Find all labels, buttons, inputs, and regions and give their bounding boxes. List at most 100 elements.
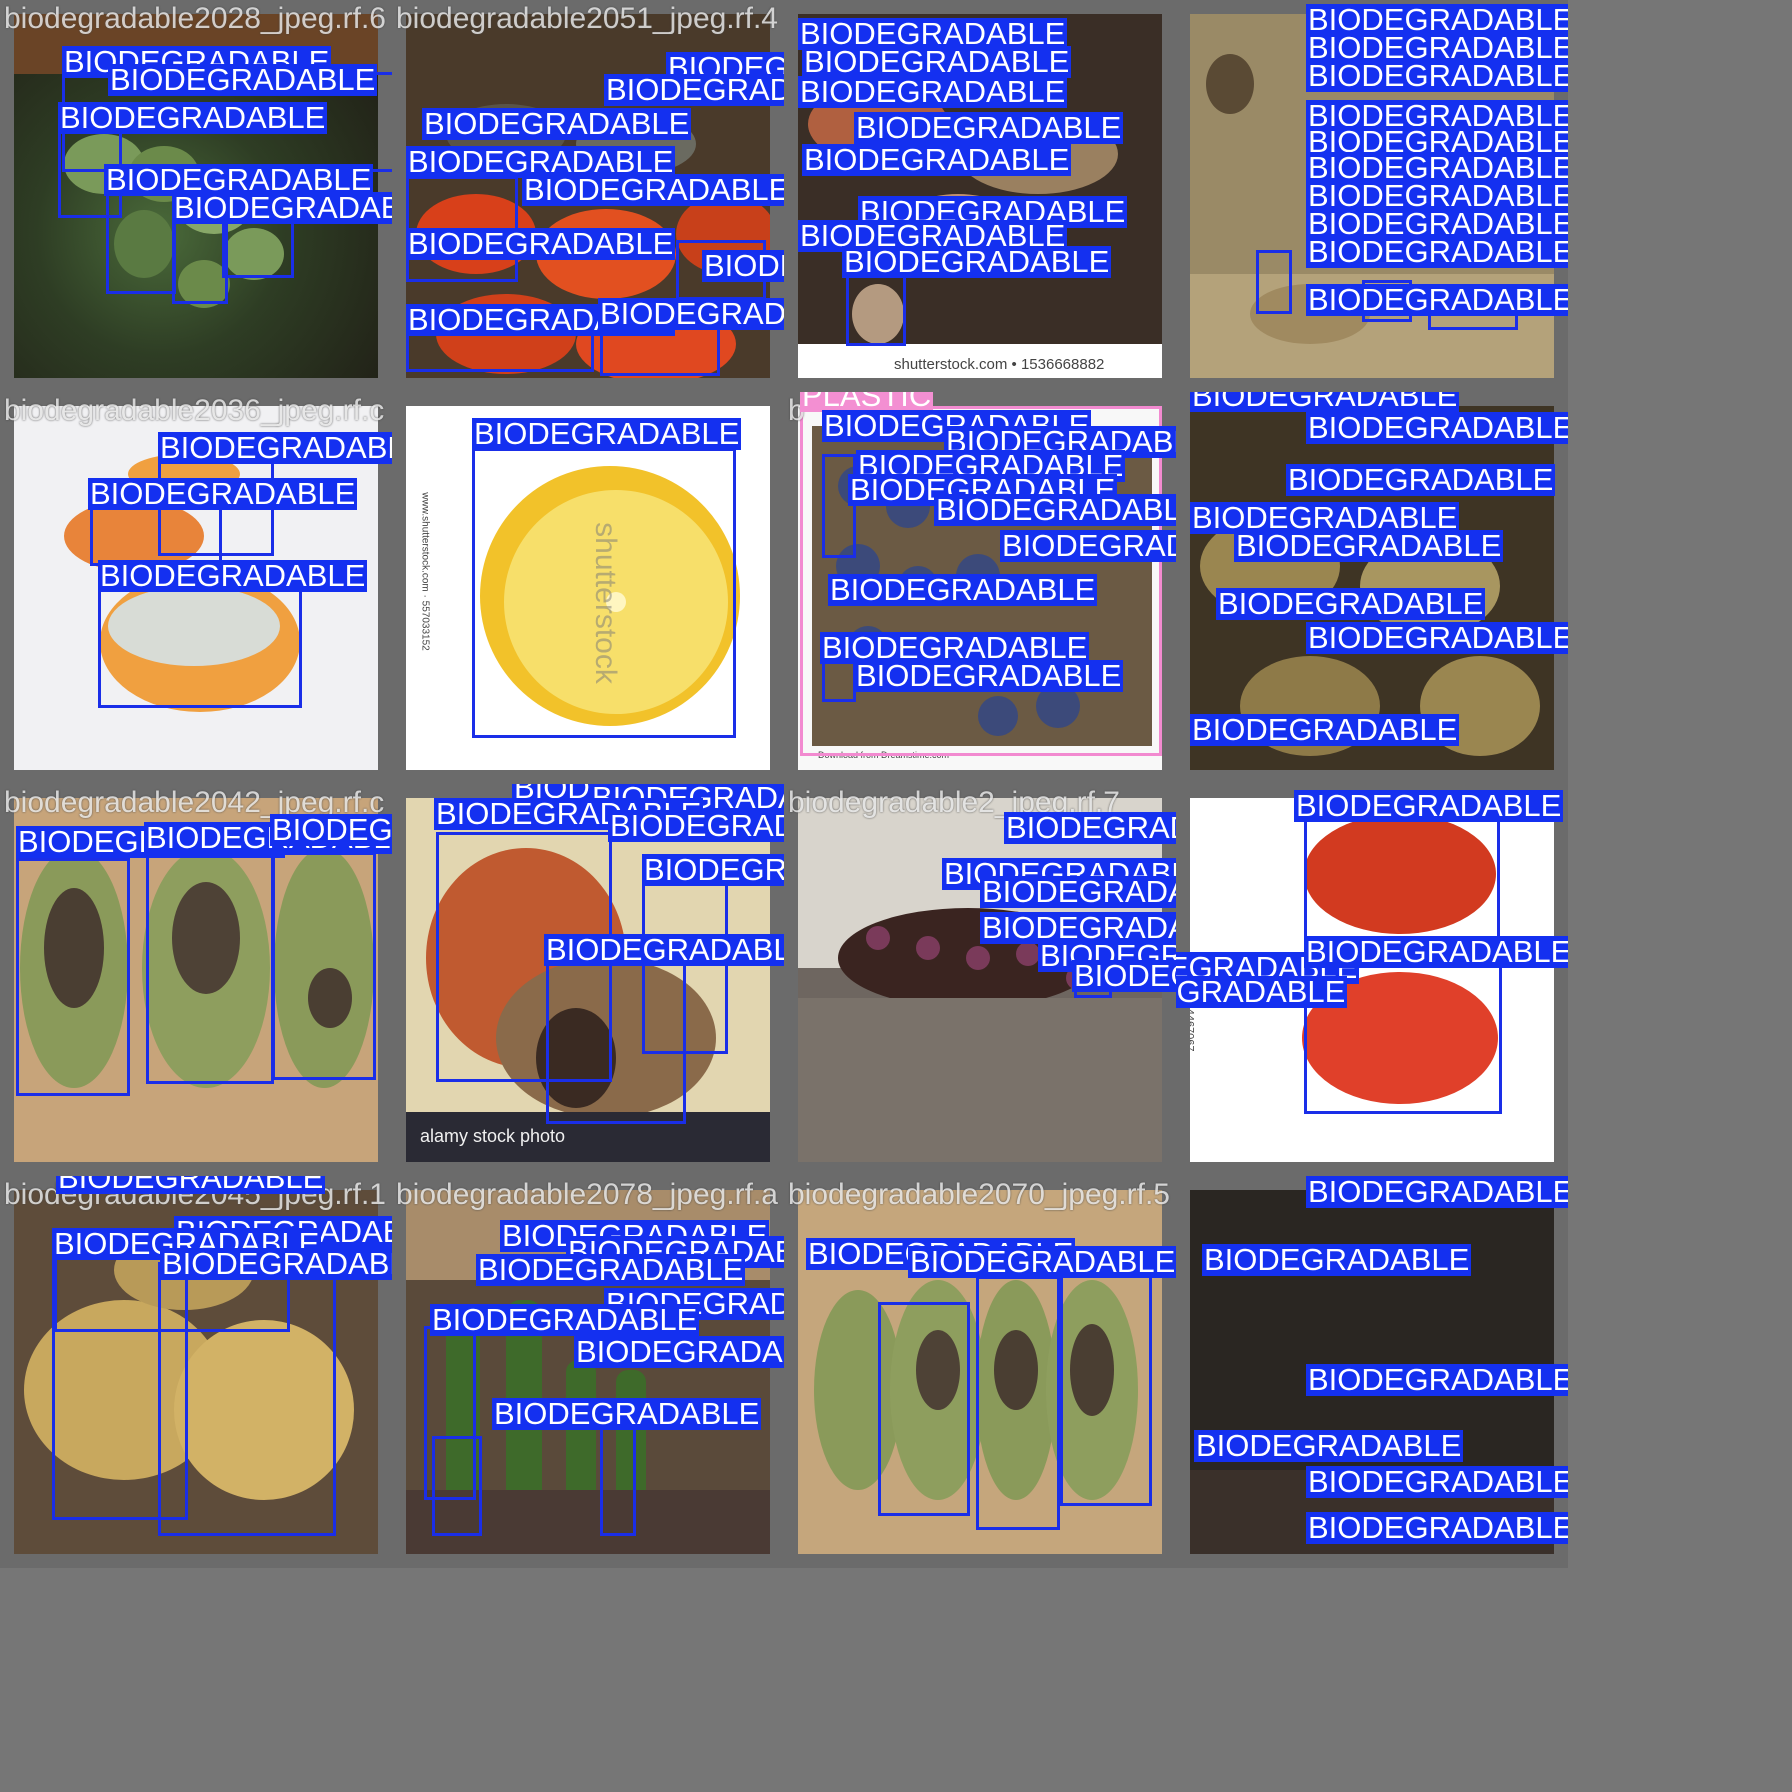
tile-6[interactable]: Download from Dreamstime.com b PLASTIC B… <box>784 392 1176 784</box>
bbox <box>172 220 228 304</box>
tile-title: biodegradable2070_jpeg.rf.5 <box>788 1178 1170 1211</box>
detection-label: BIODEGRADABLE <box>1306 152 1568 184</box>
detection-label: BIODEGRADABLE <box>1216 586 1486 621</box>
detection-label: BIODEGRADABLE <box>608 810 784 842</box>
tile-7[interactable]: BIODEGRADABLE BIODEGRADABLE BIODEGRADABL… <box>1176 392 1568 784</box>
tile-15[interactable]: BIODEGRADABLE BIODEGRADABLE BIODEGRADABL… <box>1176 1176 1568 1568</box>
detection-label: BIODEGRADABLE <box>802 142 1072 177</box>
detection-label: BIODEGRADABLE <box>160 1248 392 1280</box>
bbox <box>98 588 302 708</box>
detection-label: BIODEGRADABLE <box>854 110 1124 145</box>
detection-label: BIODEGRADABLE <box>1306 284 1568 316</box>
tile-0[interactable]: biodegradable2028_jpeg.rf.6 BIODEGRADABL… <box>0 0 392 392</box>
tile-9[interactable]: alamy stock photo BIODEGRADABLE BIODEGRA… <box>392 784 784 1176</box>
detection-label: BIODEGRADABLE <box>472 416 742 451</box>
tile-title: biodegradable2036_jpeg.rf.c <box>4 394 385 427</box>
tile-4[interactable]: biodegradable2036_jpeg.rf.c BIODEGRADABL… <box>0 392 392 784</box>
bbox <box>822 454 856 558</box>
detection-label: BIODEGRADABLE <box>854 658 1124 693</box>
tile-13[interactable]: biodegradable2078_jpeg.rf.a BIODEGRADABL… <box>392 1176 784 1568</box>
bbox-plastic <box>800 406 1162 756</box>
tile-photo: 544467067 <box>1190 798 1554 1162</box>
tile-2[interactable]: shutterstock.com • 1536668882 BIODEGRADA… <box>784 0 1176 392</box>
tile-12[interactable]: biodegradable2045_jpeg.rf.1 BIODEGRADABL… <box>0 1176 392 1568</box>
detection-label: BIODEGRADABLE <box>1306 208 1568 240</box>
avocados-image <box>20 848 374 1088</box>
tile-5[interactable]: shutterstock www.shutterstock.com · 5570… <box>392 392 784 784</box>
bbox <box>472 448 736 738</box>
detection-label: BIODEGRADABLE <box>56 1176 326 1194</box>
detection-label: BIODEGRADABLE <box>642 854 784 886</box>
bbox <box>272 852 376 1080</box>
detection-label: BIODEGRADABLE <box>574 1336 784 1368</box>
detection-label: BIODEGRADABLE <box>798 16 1068 51</box>
detection-label: BIODEGRADABLE <box>980 912 1176 944</box>
tile-title: biodegradable2042_jpeg.rf.c <box>4 786 385 819</box>
detection-label: BIODEGRADABLE <box>1306 1466 1568 1498</box>
detection-label: BIODEGRADABLE <box>1306 1512 1568 1544</box>
detection-label: BIODEGRADABLE <box>422 106 692 141</box>
tile-title: biodegradable2078_jpeg.rf.a <box>396 1178 778 1211</box>
bbox <box>846 270 906 346</box>
bbox <box>432 1436 482 1536</box>
bbox <box>90 506 222 566</box>
watermark: shutterstock.com • 1536668882 <box>894 356 1105 373</box>
detection-label: BIODEGRADABLE <box>1306 1176 1568 1208</box>
bbox <box>878 1302 970 1516</box>
detection-label: BIODEGRADABLE <box>598 298 784 330</box>
detection-label: BIODEGRADABLE <box>604 74 784 106</box>
detection-label: BIODEGRADABLE <box>1194 1428 1464 1463</box>
bbox <box>106 190 176 294</box>
detection-label: BIODEGRADABLE <box>172 192 392 224</box>
detection-label: BIODEGRADABLE <box>1004 812 1176 844</box>
detection-label: BIODEGRADABLE <box>406 226 676 261</box>
detection-label: BIODEGRADABLE <box>1190 712 1460 747</box>
detection-label: BIODEGRADABLE <box>1190 500 1460 535</box>
detection-label: BIODEGRADABLE <box>158 432 392 464</box>
tomatoes-white-image <box>1302 814 1498 1104</box>
detection-label: BIODEGRADABLE <box>980 876 1176 908</box>
detection-label: BIODEGRADABLE <box>702 250 784 282</box>
detection-label: BIODEGRADABLE <box>820 630 1090 665</box>
detection-label: BIODEGRADABLE <box>88 476 358 511</box>
detection-label: BIODEGRADABLE <box>406 144 676 179</box>
detection-label: BIODEGRADABLE <box>108 62 378 97</box>
detection-label: BIODEGRADABLE <box>58 100 328 135</box>
lemon-image <box>480 466 740 726</box>
tile-10[interactable]: biodegradable2_jpeg.rf.7 BIODEGRADABLE B… <box>784 784 1176 1176</box>
tile-photo <box>14 798 378 1162</box>
detection-label: BIODEGRADABLE <box>270 814 392 846</box>
detection-label: BIODEGRADABLE <box>1306 236 1568 268</box>
detection-label: BIODEGRADABLE <box>1304 936 1568 968</box>
detection-label: BIODEGRADABLE <box>1306 412 1568 444</box>
tile-14[interactable]: biodegradable2070_jpeg.rf.5 BIODEGRADABL… <box>784 1176 1176 1568</box>
watermark: alamy stock photo <box>420 1126 566 1146</box>
detection-label: BIODEGRADABLE <box>476 1252 746 1287</box>
bbox <box>16 858 130 1096</box>
detection-label: BIODEGRADABLE <box>1176 976 1348 1008</box>
detection-label: BIODEGRADABLE <box>1306 32 1568 64</box>
tile-8[interactable]: biodegradable2042_jpeg.rf.c BIODEGRADABL… <box>0 784 392 1176</box>
bbox <box>146 854 274 1084</box>
detection-label: BIODEGRADABLE <box>798 74 1068 109</box>
detection-label: BIODEGRADABLE <box>828 572 1098 607</box>
detection-label: BIODEGRADABLE <box>1202 1242 1472 1277</box>
tile-11[interactable]: 544467067 BIODEGRADABLE BIODEGRADABLE BI… <box>1176 784 1568 1176</box>
bbox <box>1256 250 1292 314</box>
detection-label: BIODEGRADABLE <box>1072 960 1176 992</box>
detection-label: BIODEGRADABLE <box>98 558 368 593</box>
tile-title: biodegradable2051_jpeg.rf.4 <box>396 2 778 35</box>
tile-3[interactable]: BIODEGRADABLE BIODEGRADABLE BIODEGRADABL… <box>1176 0 1568 392</box>
detection-label: BIODEGRADABLE <box>934 494 1176 526</box>
tile-title: biodegradable2028_jpeg.rf.6 <box>4 2 386 35</box>
detection-label: BIODEGRADABLE <box>842 244 1112 279</box>
watermark: www.shutterstock.com · 557033152 <box>419 492 431 651</box>
detection-label: BIODEGRADABLE <box>1306 60 1568 92</box>
bbox <box>1060 1262 1152 1506</box>
plastic-label: PLASTIC <box>800 392 934 412</box>
tile-1[interactable]: biodegradable2051_jpeg.rf.4 BIODEGRADABL… <box>392 0 784 392</box>
detection-label: BIODEGRADABLE <box>1294 788 1564 823</box>
detection-label: BIODEGRADABLE <box>1000 530 1176 562</box>
detection-label: BIODEGRADABLE <box>1306 4 1568 36</box>
